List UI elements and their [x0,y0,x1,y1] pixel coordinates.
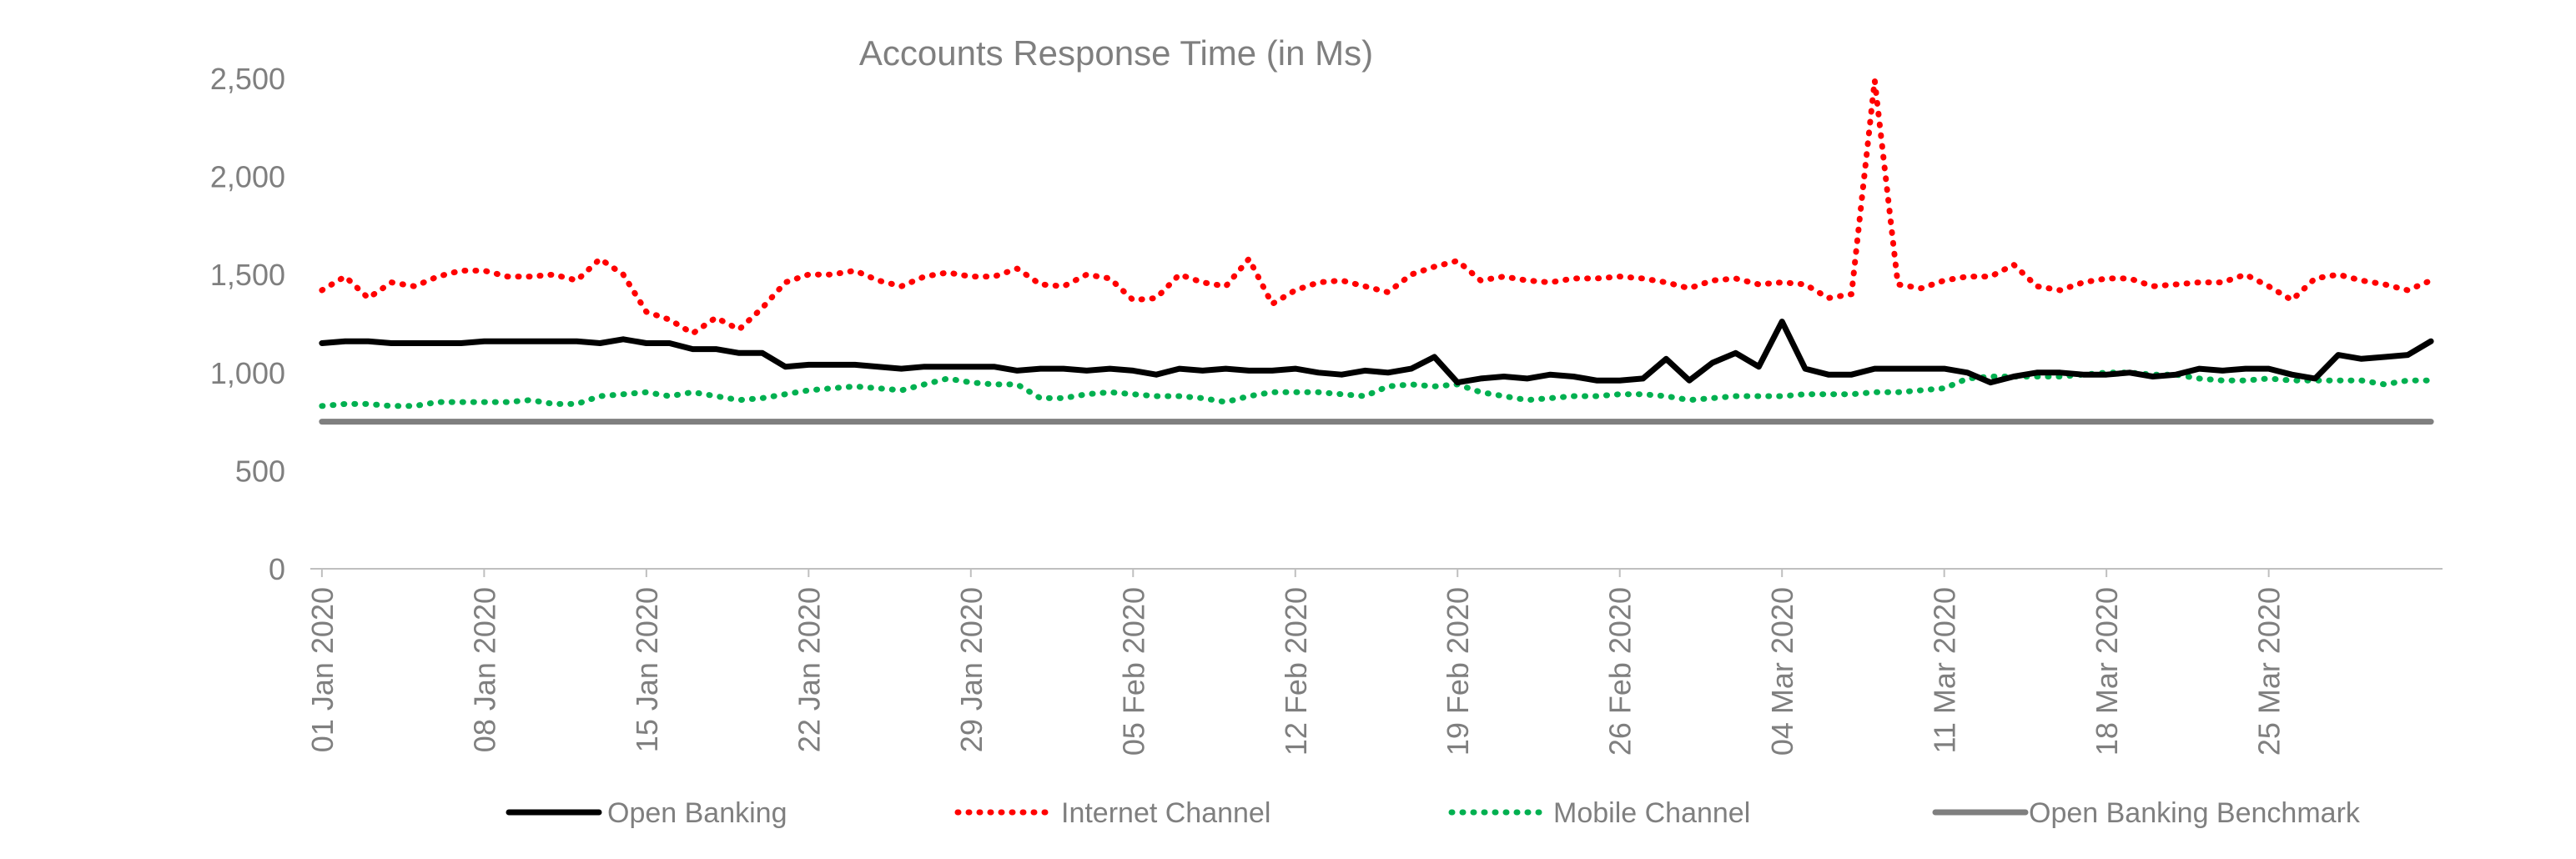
x-tick-label: 01 Jan 2020 [305,587,340,752]
series-layer [319,77,2434,425]
x-tick-label: 22 Jan 2020 [792,587,826,752]
legend-label: Open Banking Benchmark [2029,797,2361,829]
x-tick-label: 08 Jan 2020 [467,587,501,752]
y-tick-label: 2,500 [210,62,285,96]
y-tick-label: 0 [269,552,285,586]
x-tick-label: 15 Jan 2020 [630,587,664,752]
x-tick-label: 19 Feb 2020 [1441,587,1475,756]
y-tick-label: 1,500 [210,258,285,292]
legend: Open Banking Internet Channel Mobile Chann… [506,797,2361,829]
legend-label: Open Banking [607,797,787,829]
y-tick-label: 1,000 [210,356,285,390]
x-axis-ticks: 01 Jan 2020 08 Jan 2020 15 Jan 2020 22 Jan … [305,569,2287,756]
x-tick-label: 11 Mar 2020 [1928,587,1962,753]
series-line-internet-channel [319,77,2434,337]
y-tick-label: 2,000 [210,160,285,194]
y-tick-label: 500 [235,454,285,488]
x-tick-label: 12 Feb 2020 [1279,587,1313,756]
x-tick-label: 26 Feb 2020 [1603,587,1638,756]
x-tick-label: 18 Mar 2020 [2090,587,2124,756]
x-tick-label: 29 Jan 2020 [954,587,989,752]
x-tick-label: 25 Mar 2020 [2252,587,2287,756]
x-tick-label: 04 Mar 2020 [1765,587,1799,756]
chart-title: Accounts Response Time (in Ms) [859,33,1373,73]
series-line-mobile-channel [319,369,2434,409]
series-line-open-banking [319,319,2434,386]
legend-label: Mobile Channel [1553,797,1750,829]
y-axis-ticks: 0 500 1,000 1,500 2,000 2,500 [210,62,285,586]
x-tick-label: 05 Feb 2020 [1116,587,1150,756]
legend-label: Internet Channel [1061,797,1270,829]
